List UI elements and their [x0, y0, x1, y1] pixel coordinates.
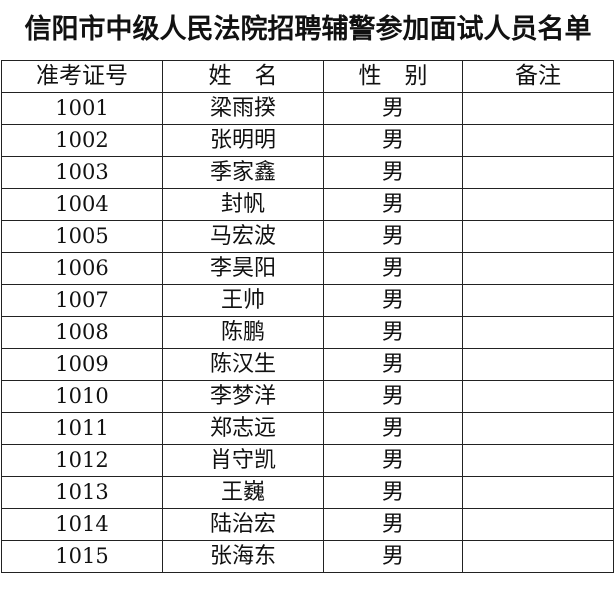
note-cell [462, 348, 614, 381]
table-row: 1004 封帆男 [1, 188, 614, 221]
gender-cell: 男 [323, 156, 463, 189]
name-cell: 王巍 [162, 476, 324, 509]
gender-cell: 男 [323, 316, 463, 349]
exam-number-cell: 1009 [1, 348, 163, 381]
table-row: 1011 郑志远男 [1, 412, 614, 445]
note-cell [462, 540, 614, 573]
candidate-table: 准考证号 姓 名 性 别 备注 1001 梁雨揆男 1002 张明明男 1003 季家鑫男… [1, 60, 614, 573]
exam-number-cell: 1008 [1, 316, 163, 349]
gender-cell: 男 [323, 540, 463, 573]
gender-cell: 男 [323, 412, 463, 445]
header-name: 姓 名 [162, 60, 324, 93]
note-cell [462, 412, 614, 445]
name-cell: 封帆 [162, 188, 324, 221]
gender-cell: 男 [323, 380, 463, 413]
note-cell [462, 444, 614, 477]
name-cell: 王帅 [162, 284, 324, 317]
name-cell: 陈汉生 [162, 348, 324, 381]
table-row: 1008 陈鹏男 [1, 316, 614, 349]
gender-cell: 男 [323, 284, 463, 317]
exam-number-cell: 1007 [1, 284, 163, 317]
name-cell: 李梦洋 [162, 380, 324, 413]
note-cell [462, 124, 614, 157]
gender-cell: 男 [323, 476, 463, 509]
gender-cell: 男 [323, 252, 463, 285]
name-cell: 李昊阳 [162, 252, 324, 285]
exam-number-cell: 1014 [1, 508, 163, 541]
exam-number-cell: 1003 [1, 156, 163, 189]
note-cell [462, 508, 614, 541]
gender-cell: 男 [323, 188, 463, 221]
note-cell [462, 476, 614, 509]
header-row: 准考证号 姓 名 性 别 备注 [1, 60, 614, 93]
exam-number-cell: 1001 [1, 92, 163, 125]
name-cell: 陈鹏 [162, 316, 324, 349]
note-cell [462, 220, 614, 253]
table-row: 1002 张明明男 [1, 124, 614, 157]
table-row: 1007 王帅男 [1, 284, 614, 317]
table-row: 1012 肖守凯男 [1, 444, 614, 477]
exam-number-cell: 1006 [1, 252, 163, 285]
gender-cell: 男 [323, 508, 463, 541]
header-gender: 性 别 [323, 60, 463, 93]
exam-number-cell: 1010 [1, 380, 163, 413]
exam-number-cell: 1004 [1, 188, 163, 221]
gender-cell: 男 [323, 124, 463, 157]
gender-cell: 男 [323, 444, 463, 477]
name-cell: 张明明 [162, 124, 324, 157]
gender-cell: 男 [323, 348, 463, 381]
name-cell: 陆治宏 [162, 508, 324, 541]
note-cell [462, 284, 614, 317]
table-row: 1006 李昊阳男 [1, 252, 614, 285]
gender-cell: 男 [323, 92, 463, 125]
gender-cell: 男 [323, 220, 463, 253]
note-cell [462, 380, 614, 413]
name-cell: 季家鑫 [162, 156, 324, 189]
note-cell [462, 156, 614, 189]
exam-number-cell: 1012 [1, 444, 163, 477]
table-row: 1015 张海东男 [1, 540, 614, 573]
exam-number-cell: 1005 [1, 220, 163, 253]
name-cell: 张海东 [162, 540, 324, 573]
exam-number-cell: 1013 [1, 476, 163, 509]
note-cell [462, 316, 614, 349]
name-cell: 郑志远 [162, 412, 324, 445]
name-cell: 梁雨揆 [162, 92, 324, 125]
exam-number-cell: 1015 [1, 540, 163, 573]
exam-number-cell: 1011 [1, 412, 163, 445]
table-row: 1009 陈汉生男 [1, 348, 614, 381]
header-exam-number: 准考证号 [1, 60, 163, 93]
table-row: 1014 陆治宏男 [1, 508, 614, 541]
exam-number-cell: 1002 [1, 124, 163, 157]
note-cell [462, 252, 614, 285]
name-cell: 马宏波 [162, 220, 324, 253]
document-title: 信阳市中级人民法院招聘辅警参加面试人员名单 [24, 14, 592, 45]
header-note: 备注 [462, 60, 614, 93]
table-row: 1005 马宏波男 [1, 220, 614, 253]
note-cell [462, 188, 614, 221]
name-cell: 肖守凯 [162, 444, 324, 477]
table-row: 1003 季家鑫男 [1, 156, 614, 189]
table-row: 1001 梁雨揆男 [1, 92, 614, 125]
table-row: 1013 王巍男 [1, 476, 614, 509]
note-cell [462, 92, 614, 125]
table-row: 1010 李梦洋男 [1, 380, 614, 413]
